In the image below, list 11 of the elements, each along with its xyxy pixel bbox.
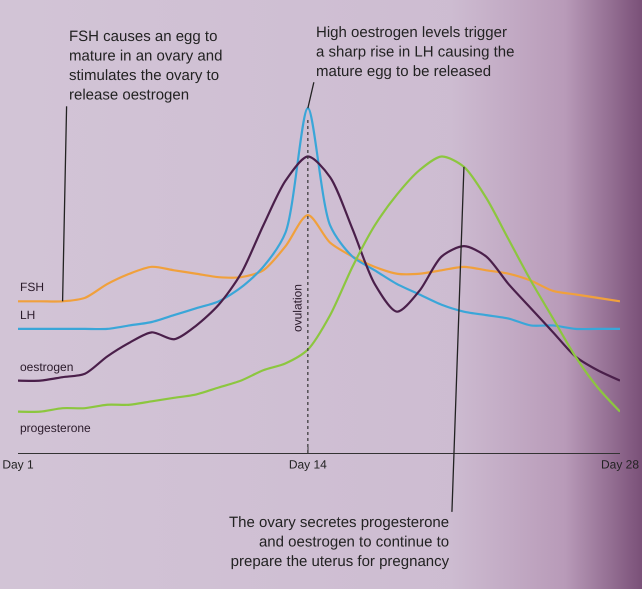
text: FSH causes an egg to mature in an ovary and stimulates the ovary to release oestrogen <box>69 28 222 104</box>
ref-line-label: ovulation <box>290 284 305 332</box>
x-tick-label: Day 1 <box>2 457 34 472</box>
series-label: FSH <box>20 280 44 294</box>
series-label: oestrogen <box>20 360 74 374</box>
series-label: LH <box>20 308 36 322</box>
x-tick-label: Day 28 <box>600 457 640 472</box>
annotation: High oestrogen levels trigger a sharp rise in LH causing the mature egg to be released <box>316 24 514 80</box>
series-label: progesterone <box>20 421 92 435</box>
x-tick-label: Day 14 <box>288 457 328 472</box>
text: The ovary secretes progesterone and oestrogen to continue to prepare the uterus for pregnancy <box>229 514 450 570</box>
